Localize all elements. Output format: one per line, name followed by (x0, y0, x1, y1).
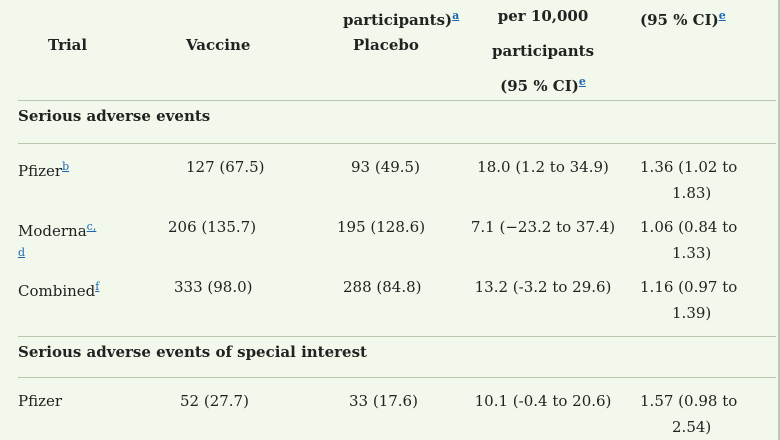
ratio-cell: 1.36 (1.02 to 1.83) (640, 158, 738, 202)
diff-cell: 18.0 (1.2 to 34.9) (477, 158, 609, 176)
ref-link-a[interactable]: a (452, 9, 460, 22)
col-vaccine: Vaccine (186, 36, 251, 54)
right-border (778, 0, 780, 440)
placebo-cell: 195 (128.6) (337, 218, 426, 236)
table-row: Pfizer 52 (27.7) 33 (17.6) 10.1 (-0.4 to… (18, 378, 776, 436)
table-row: Combinedf 333 (98.0) 288 (84.8) 13.2 (-3… (18, 274, 776, 334)
diff-cell: 13.2 (-3.2 to 29.6) (474, 278, 612, 296)
adverse-events-table: participants)a per 10,000 (95 % CI)e Tri… (18, 0, 777, 436)
ratio-cell: 1.16 (0.97 to 1.39) (640, 278, 738, 322)
ref-link-e2[interactable]: e (578, 75, 586, 88)
placebo-cell: 288 (84.8) (343, 278, 422, 296)
ref-link-e[interactable]: e (718, 9, 726, 22)
ref-link-f[interactable]: f (95, 280, 100, 293)
placebo-cell: 93 (49.5) (351, 158, 420, 176)
ratio-cell: 1.57 (0.98 to 2.54) (640, 392, 738, 436)
vaccine-cell: 52 (27.7) (180, 392, 249, 410)
header-row-1: participants)a per 10,000 (95 % CI)e (18, 0, 776, 36)
per-header: per 10,000 (497, 7, 589, 25)
col-placebo: Placebo (353, 36, 419, 54)
trial-cell: Combinedf (18, 280, 100, 300)
ratio-ci-header: (95 % CI)e (640, 9, 726, 29)
ref-link-b[interactable]: b (62, 160, 70, 173)
section-title: Serious adverse events (18, 107, 211, 125)
vaccine-cell: 333 (98.0) (174, 278, 253, 296)
trial-cell: Modernac, d (18, 220, 97, 259)
col-trial: Trial (48, 36, 88, 54)
per-header-line2: participants (95 % CI)e (491, 42, 595, 95)
trial-cell: Pfizer (18, 392, 63, 410)
ref-link-c[interactable]: c, (86, 220, 97, 233)
ratio-cell: 1.06 (0.84 to 1.33) (640, 218, 738, 262)
trial-cell: Pfizerb (18, 160, 70, 180)
header-row-2: Trial Vaccine Placebo participants (95 %… (18, 36, 776, 96)
section-serious-ae: Serious adverse events (18, 101, 776, 140)
diff-cell: 7.1 (−23.2 to 37.4) (470, 218, 616, 236)
placebo-cell: 33 (17.6) (349, 392, 418, 410)
participants-header: participants)a (343, 9, 460, 29)
ref-link-d[interactable]: d (18, 246, 26, 259)
table-row: Pfizerb 127 (67.5) 93 (49.5) 18.0 (1.2 t… (18, 144, 776, 215)
section-special-interest: Serious adverse events of special intere… (18, 337, 776, 374)
table-row: Modernac, d 206 (135.7) 195 (128.6) 7.1 … (18, 214, 776, 274)
vaccine-cell: 206 (135.7) (168, 218, 257, 236)
vaccine-cell: 127 (67.5) (186, 158, 265, 176)
section-title: Serious adverse events of special intere… (18, 343, 367, 361)
diff-cell: 10.1 (-0.4 to 20.6) (474, 392, 612, 410)
